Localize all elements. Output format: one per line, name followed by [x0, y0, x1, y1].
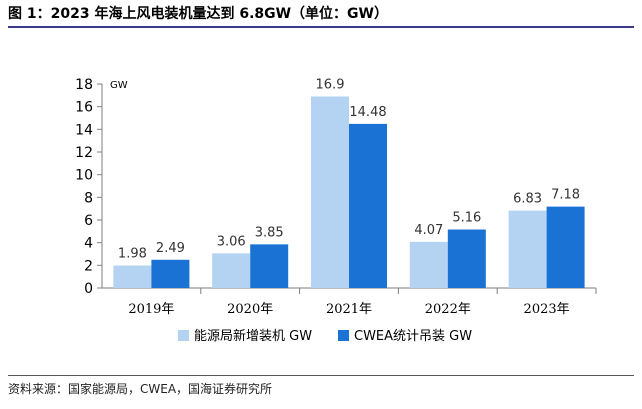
- bar-nea-3: [409, 241, 448, 288]
- y-tick-label: 12: [75, 145, 93, 161]
- y-tick-label: 10: [75, 168, 93, 184]
- chart-legend: 能源局新增装机 GW CWEA统计吊装 GW: [178, 328, 472, 344]
- bar-nea-1: [212, 253, 251, 288]
- bar-nea-2: [311, 96, 349, 288]
- bar-nea-0: [113, 265, 152, 288]
- x-tick-label: 2020年: [227, 302, 273, 317]
- chart-data-labels: 1.98 2.49 3.06 3.85 16.9 14.48 4.07 5.16 6.83 7.1…: [118, 77, 580, 261]
- bar-chart: 0 2 4 6 8 10 12 14 16 18 GW 2019年 2020年 2021年 2022年 202…: [75, 77, 597, 344]
- data-label: 6.83: [513, 192, 542, 207]
- y-tick-label: 14: [75, 122, 93, 138]
- y-axis-unit-label: GW: [110, 80, 128, 91]
- x-tick-label: 2022年: [425, 302, 471, 317]
- y-tick-label: 16: [75, 100, 93, 116]
- bar-cwea-4: [546, 206, 585, 288]
- x-tick-label: 2021年: [326, 302, 372, 317]
- figure-title: 图 1：2023 年海上风电装机量达到 6.8GW（单位：GW）: [8, 2, 634, 28]
- y-tick-label: 4: [84, 236, 93, 252]
- y-tick-label: 8: [84, 190, 93, 206]
- data-label: 3.06: [217, 234, 246, 249]
- legend-label-1: CWEA统计吊装 GW: [354, 329, 472, 344]
- bar-cwea-1: [250, 244, 289, 288]
- data-label: 2.49: [156, 241, 185, 256]
- legend-swatch-1: [338, 330, 349, 341]
- data-label: 3.85: [255, 225, 284, 240]
- data-label: 1.98: [118, 247, 147, 262]
- bar-cwea-3: [447, 229, 486, 288]
- data-label: 4.07: [414, 223, 443, 238]
- data-label: 16.9: [316, 77, 345, 92]
- chart-axes: 0 2 4 6 8 10 12 14 16 18 GW 2019年 2020年 2021年 2022年 202…: [75, 77, 597, 317]
- bar-nea-4: [508, 210, 547, 288]
- bar-cwea-0: [151, 259, 190, 288]
- y-tick-label: 0: [84, 281, 93, 297]
- data-label: 14.48: [349, 105, 386, 120]
- bar-cwea-2: [349, 123, 387, 288]
- x-tick-label: 2023年: [524, 302, 570, 317]
- data-label: 7.18: [551, 188, 580, 203]
- y-tick-label: 2: [84, 258, 93, 274]
- legend-swatch-0: [178, 330, 189, 341]
- y-tick-label: 6: [84, 213, 93, 229]
- legend-label-0: 能源局新增装机 GW: [194, 328, 312, 344]
- figure-source: 资料来源：国家能源局，CWEA，国海证券研究所: [8, 375, 634, 402]
- chart-bars: [113, 96, 585, 288]
- x-tick-label: 2019年: [128, 302, 174, 317]
- data-label: 5.16: [452, 211, 481, 226]
- y-tick-label: 18: [75, 77, 93, 93]
